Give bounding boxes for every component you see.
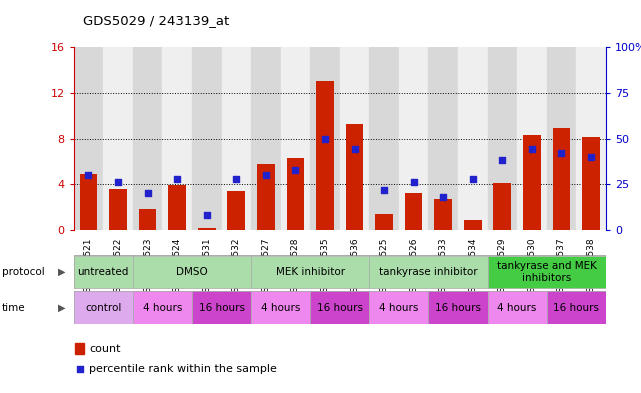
Point — [201, 212, 212, 219]
Bar — [458, 47, 488, 230]
Bar — [251, 256, 369, 288]
Bar — [369, 256, 488, 288]
Bar — [488, 292, 547, 323]
Point — [142, 190, 153, 196]
Bar — [547, 47, 576, 230]
Point — [172, 176, 182, 182]
Bar — [198, 228, 215, 230]
Bar — [169, 185, 186, 230]
Bar — [79, 174, 97, 230]
Point — [467, 176, 478, 182]
Text: protocol: protocol — [2, 267, 45, 277]
Bar — [74, 47, 103, 230]
Point — [83, 172, 94, 178]
Point — [349, 146, 360, 152]
Text: 16 hours: 16 hours — [435, 303, 481, 312]
Point — [497, 157, 508, 163]
Bar — [399, 47, 428, 230]
Bar — [222, 47, 251, 230]
Bar — [133, 256, 251, 288]
Point — [527, 146, 537, 152]
Bar — [553, 128, 570, 230]
Text: 4 hours: 4 hours — [143, 303, 182, 312]
Text: MEK inhibitor: MEK inhibitor — [276, 267, 345, 277]
Bar — [287, 158, 304, 230]
Bar — [192, 292, 251, 323]
Bar — [345, 124, 363, 230]
Bar — [251, 47, 281, 230]
Bar — [369, 47, 399, 230]
Point — [261, 172, 271, 178]
Bar — [76, 343, 85, 354]
Text: count: count — [89, 344, 121, 354]
Point — [290, 167, 301, 173]
Text: 16 hours: 16 hours — [199, 303, 244, 312]
Point — [379, 187, 389, 193]
Bar — [435, 199, 452, 230]
Bar — [428, 47, 458, 230]
Point — [586, 154, 596, 160]
Bar — [547, 292, 606, 323]
Text: percentile rank within the sample: percentile rank within the sample — [89, 364, 277, 374]
Point — [438, 194, 448, 200]
Point — [320, 135, 330, 141]
Text: GDS5029 / 243139_at: GDS5029 / 243139_at — [83, 14, 229, 27]
Bar — [375, 214, 393, 230]
Point — [231, 176, 242, 182]
Bar — [428, 292, 488, 323]
Bar — [228, 191, 245, 230]
Bar — [103, 47, 133, 230]
Bar — [74, 256, 133, 288]
Bar — [257, 163, 275, 230]
Point — [113, 179, 123, 185]
Bar — [316, 81, 334, 230]
Text: time: time — [2, 303, 26, 312]
Text: DMSO: DMSO — [176, 267, 208, 277]
Bar — [576, 47, 606, 230]
Bar — [251, 292, 310, 323]
Bar — [582, 138, 600, 230]
Bar — [133, 292, 192, 323]
Bar — [464, 220, 481, 230]
Text: tankyrase inhibitor: tankyrase inhibitor — [379, 267, 478, 277]
Text: control: control — [85, 303, 121, 312]
Text: 4 hours: 4 hours — [497, 303, 537, 312]
Text: 16 hours: 16 hours — [553, 303, 599, 312]
Text: 4 hours: 4 hours — [379, 303, 419, 312]
Text: ▶: ▶ — [58, 267, 66, 277]
Bar — [310, 292, 369, 323]
Text: 16 hours: 16 hours — [317, 303, 363, 312]
Bar — [138, 209, 156, 230]
Bar — [488, 256, 606, 288]
Text: 4 hours: 4 hours — [261, 303, 300, 312]
Bar — [162, 47, 192, 230]
Bar — [340, 47, 369, 230]
Bar — [369, 292, 428, 323]
Bar — [523, 135, 541, 230]
Bar — [74, 292, 133, 323]
Point — [408, 179, 419, 185]
Text: ▶: ▶ — [58, 303, 66, 312]
Bar — [517, 47, 547, 230]
Bar — [109, 189, 127, 230]
Bar — [192, 47, 222, 230]
Bar — [281, 47, 310, 230]
Bar — [310, 47, 340, 230]
Text: untreated: untreated — [78, 267, 129, 277]
Point — [75, 365, 85, 372]
Bar — [488, 47, 517, 230]
Point — [556, 150, 567, 156]
Bar — [494, 183, 511, 230]
Text: tankyrase and MEK
inhibitors: tankyrase and MEK inhibitors — [497, 261, 597, 283]
Bar — [133, 47, 162, 230]
Bar — [404, 193, 422, 230]
